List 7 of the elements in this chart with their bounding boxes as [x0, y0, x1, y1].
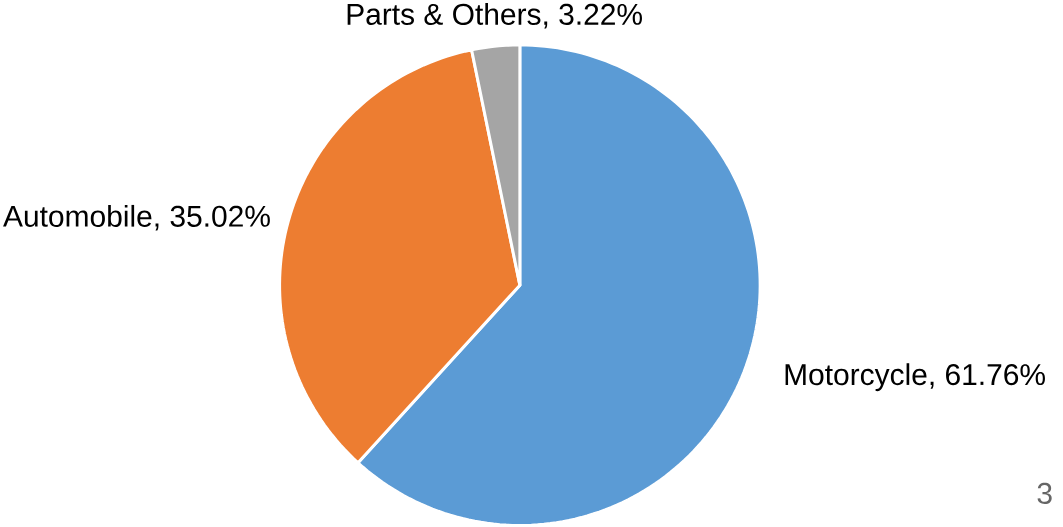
slice-label: Automobile: [3, 204, 152, 227]
data-label: , 3.22%: [544, 3, 642, 29]
text: 3: [1037, 482, 1052, 504]
slice-label: Motorcycle: [785, 363, 927, 392]
data-label: , 61.76%: [930, 364, 1045, 389]
data-label: , 35.02%: [155, 205, 270, 231]
slice-label: Parts & Others: [347, 2, 541, 25]
